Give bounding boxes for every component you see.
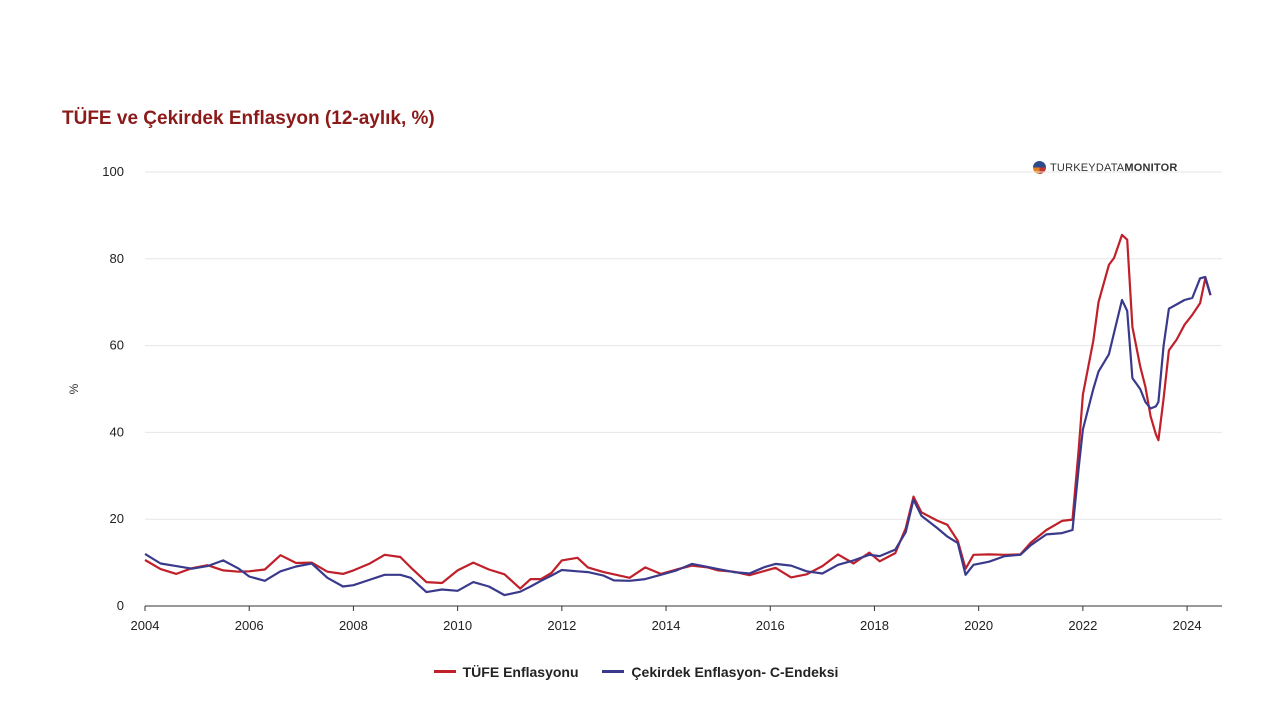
series-lines <box>144 233 1212 597</box>
y-tick-label: 40 <box>110 424 124 439</box>
legend-label-tufe: TÜFE Enflasyonu <box>462 663 579 680</box>
x-tick-label: 2022 <box>1068 618 1097 633</box>
legend-item-tufe[interactable]: TÜFE Enflasyonu <box>433 663 579 680</box>
legend-swatch-tufe <box>433 670 456 673</box>
x-tick-label: 2014 <box>652 618 681 633</box>
turkeydatamonitor-logo: TURKEY DATA MONITOR <box>1033 161 1177 174</box>
x-tick-label: 2024 <box>1173 618 1202 633</box>
grid-lines <box>145 171 1222 520</box>
x-tick-label: 2016 <box>756 618 785 633</box>
logo-text-turkey: TURKEY <box>1050 161 1096 174</box>
legend-item-cekirdek[interactable]: Çekirdek Enflasyon- C-Endeksi <box>602 664 838 680</box>
y-tick-label: 0 <box>117 598 124 613</box>
legend: TÜFE Enflasyonu Çekirdek Enflasyon- C-En… <box>0 660 1272 680</box>
y-tick-label: 60 <box>110 338 124 353</box>
globe-icon <box>1033 161 1046 174</box>
x-tick-label: 2020 <box>964 618 993 633</box>
x-tick-label: 2018 <box>860 618 889 633</box>
y-tick-label: 80 <box>110 251 124 266</box>
legend-swatch-cekirdek <box>602 670 625 673</box>
x-tick-label: 2010 <box>443 618 472 633</box>
x-tick-label: 2006 <box>235 618 264 633</box>
y-tick-label: 100 <box>102 164 124 179</box>
x-tick-label: 2012 <box>547 618 576 633</box>
series-line-1[interactable] <box>144 275 1212 597</box>
axes: 0 20 40 60 80 100 2004 2006 2008 2010 2012 2014 2016… <box>67 164 1222 633</box>
logo-text-monitor: MONITOR <box>1124 161 1178 174</box>
x-tick-label: 2008 <box>339 618 368 633</box>
y-tick-label: 20 <box>110 511 124 526</box>
chart-title: TÜFE ve Çekirdek Enflasyon (12-aylık, %) <box>62 108 435 129</box>
series-line-0[interactable] <box>144 233 1212 590</box>
logo-text-data: DATA <box>1095 161 1125 174</box>
x-tick-label: 2004 <box>131 618 160 633</box>
legend-label-cekirdek: Çekirdek Enflasyon- C-Endeksi <box>631 663 839 680</box>
y-axis-label: % <box>67 383 81 394</box>
